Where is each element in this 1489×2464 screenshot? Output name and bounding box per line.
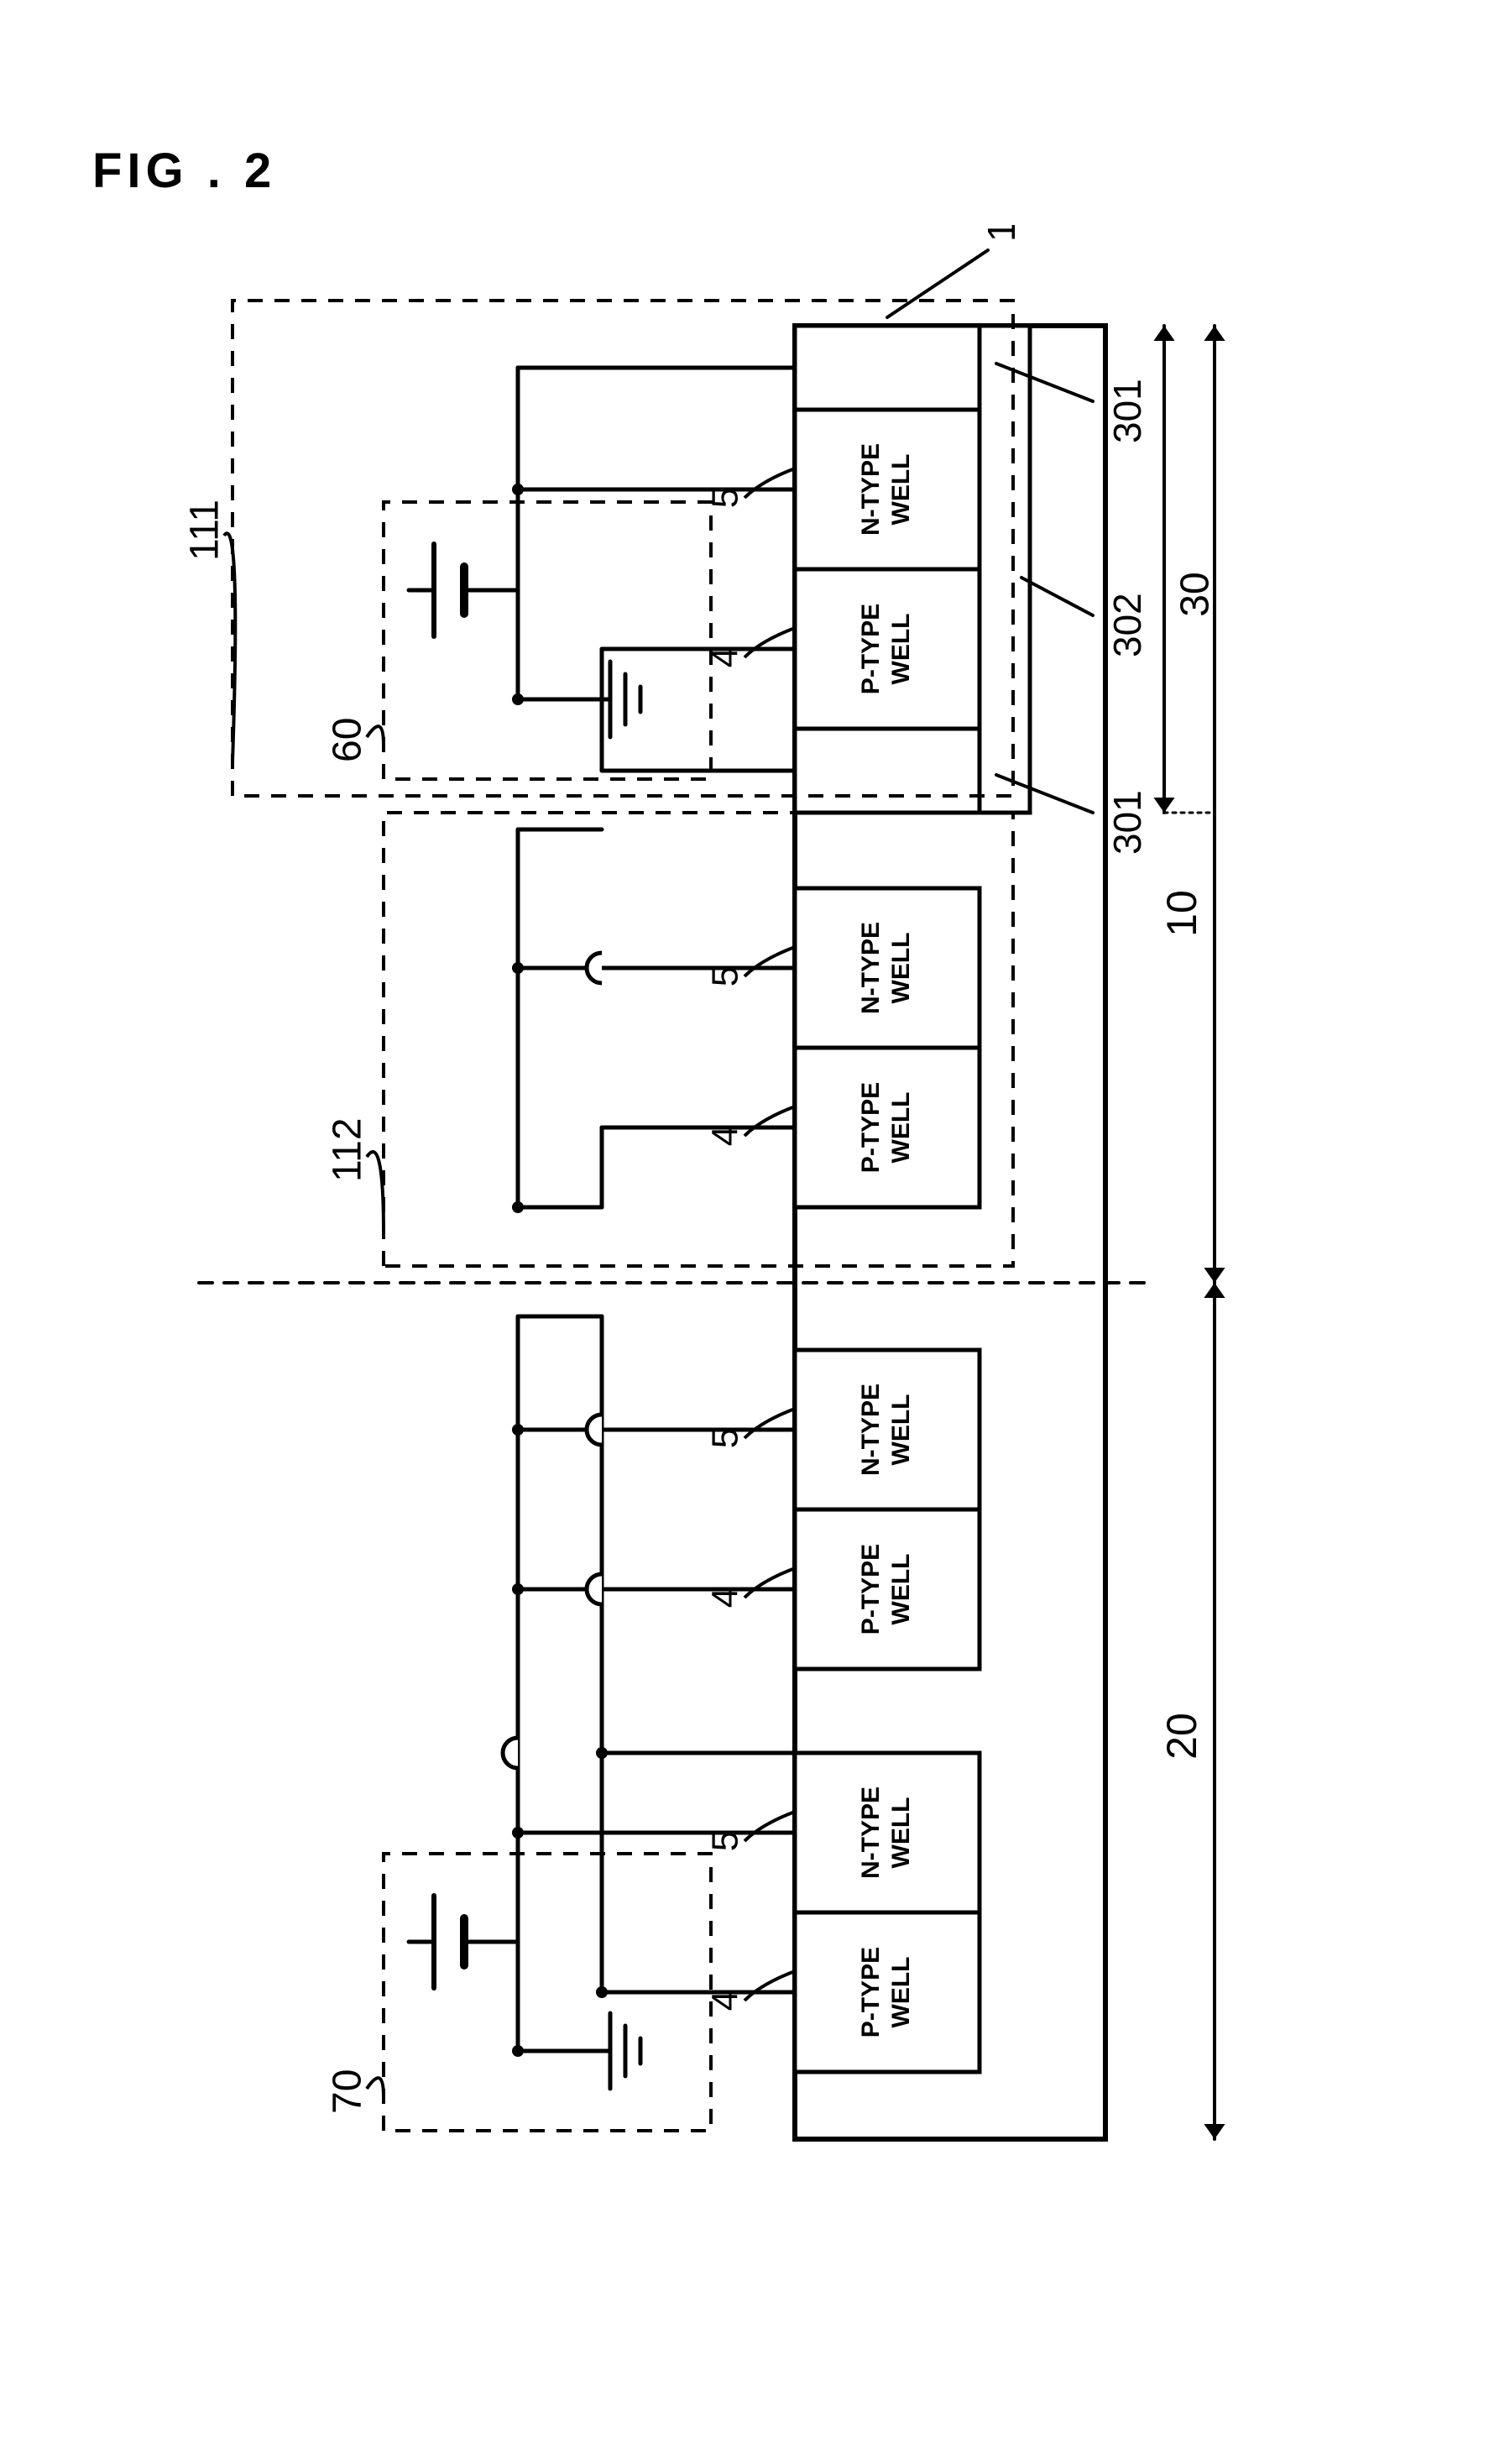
svg-text:WELL: WELL (887, 1797, 915, 1869)
svg-text:111: 111 (183, 500, 227, 561)
svg-text:P-TYPE: P-TYPE (857, 1544, 885, 1635)
svg-text:1: 1 (980, 225, 1023, 242)
svg-text:P-TYPE: P-TYPE (857, 1082, 885, 1173)
svg-text:301: 301 (1105, 379, 1149, 443)
svg-text:112: 112 (326, 1117, 370, 1182)
svg-text:N-TYPE: N-TYPE (857, 922, 885, 1014)
svg-text:N-TYPE: N-TYPE (857, 1787, 885, 1879)
svg-text:WELL: WELL (887, 1957, 915, 2028)
diagram-container: P-TYPEWELL4N-TYPEWELL5P-TYPEWELL4N-TYPEW… (157, 225, 1332, 2240)
svg-text:WELL: WELL (887, 1554, 915, 1625)
svg-text:20: 20 (1158, 1713, 1205, 1760)
svg-text:N-TYPE: N-TYPE (857, 1384, 885, 1476)
svg-text:301: 301 (1105, 790, 1149, 855)
svg-text:WELL: WELL (887, 1092, 915, 1164)
page: FIG . 2 P-TYPEWELL4N-TYPEWELL5P-TYPEWELL… (0, 0, 1489, 2464)
svg-text:70: 70 (326, 2069, 370, 2114)
svg-text:60: 60 (326, 718, 370, 762)
svg-text:302: 302 (1105, 593, 1149, 657)
svg-text:P-TYPE: P-TYPE (857, 1947, 885, 2038)
svg-text:10: 10 (1158, 890, 1205, 937)
svg-text:30: 30 (1173, 572, 1218, 616)
svg-text:N-TYPE: N-TYPE (857, 443, 885, 536)
svg-text:WELL: WELL (887, 614, 915, 685)
diagram-svg: P-TYPEWELL4N-TYPEWELL5P-TYPEWELL4N-TYPEW… (157, 225, 1332, 2240)
svg-text:WELL: WELL (887, 933, 915, 1004)
svg-text:WELL: WELL (887, 1394, 915, 1466)
svg-text:P-TYPE: P-TYPE (857, 604, 885, 694)
svg-text:WELL: WELL (887, 454, 915, 526)
figure-title: FIG . 2 (92, 143, 276, 199)
